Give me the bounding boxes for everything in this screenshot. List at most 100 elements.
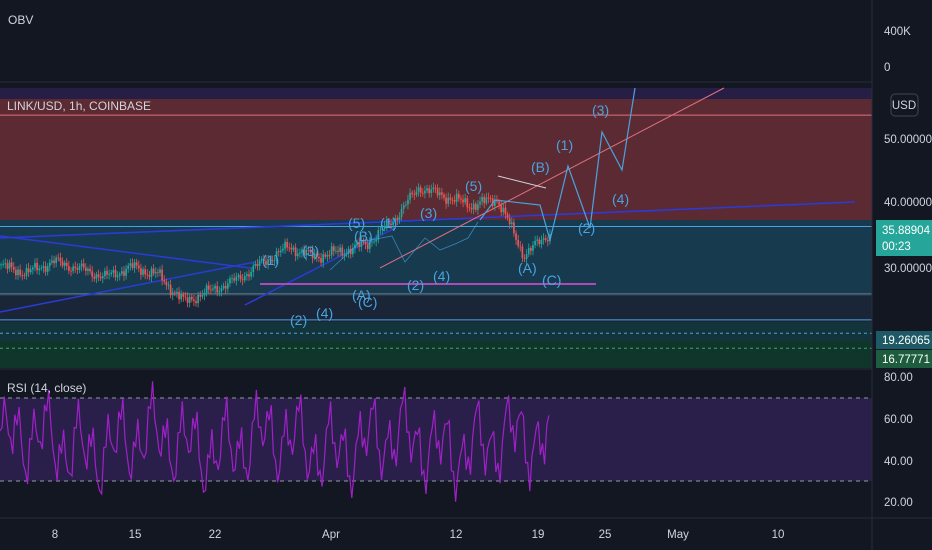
candle-body xyxy=(137,265,140,269)
candle-body xyxy=(237,275,240,277)
candle-body xyxy=(409,192,411,200)
candle-body xyxy=(269,259,272,261)
candle-body xyxy=(233,278,236,281)
candle-body xyxy=(417,187,420,192)
rsi-tick-40: 40.00 xyxy=(884,456,913,468)
currency-badge[interactable] xyxy=(890,93,919,117)
rsi-tick-20: 20.00 xyxy=(884,497,913,509)
candle-body xyxy=(190,296,193,300)
candle-body xyxy=(513,222,515,234)
candle-body xyxy=(396,218,399,221)
trendline-lower-left[interactable] xyxy=(0,261,256,313)
candle-body xyxy=(57,257,60,259)
last-price-value: 35.88904 xyxy=(882,225,931,237)
candle-body xyxy=(203,292,206,296)
candle-body xyxy=(173,292,176,294)
candle-body xyxy=(17,269,19,276)
candle-body xyxy=(284,241,286,249)
candle-body xyxy=(207,285,210,290)
candle-body xyxy=(6,263,9,269)
candle-body xyxy=(290,247,293,250)
trendline-rising[interactable] xyxy=(379,87,725,269)
candle-body xyxy=(214,285,216,289)
candle-body xyxy=(506,214,509,219)
candle-body xyxy=(301,249,303,253)
candle-body xyxy=(339,247,341,252)
time-tick-22: 22 xyxy=(209,529,222,541)
candle-body xyxy=(400,208,403,217)
candle-body xyxy=(218,291,221,293)
candle-body xyxy=(324,254,327,257)
price-axis[interactable]: USD 50.00000 40.00000 30.00000 35.88904 … xyxy=(876,93,932,368)
price-tick-40: 40.00000 xyxy=(884,197,932,209)
trendline-b-wave[interactable] xyxy=(497,175,547,189)
candle-body xyxy=(260,258,263,261)
candle-body xyxy=(265,261,267,265)
candle-body xyxy=(337,250,339,252)
candle-body xyxy=(133,262,136,268)
candle-body xyxy=(205,285,208,293)
time-tick-8: 8 xyxy=(52,529,58,541)
candle-body xyxy=(510,222,513,225)
candle-body xyxy=(464,198,467,203)
candle-body xyxy=(313,253,316,259)
candle-body xyxy=(48,262,51,267)
candle-body xyxy=(59,257,62,262)
candle-body xyxy=(472,203,475,210)
candle-body xyxy=(222,285,225,289)
candle-body xyxy=(332,246,335,252)
candle-body xyxy=(508,218,511,225)
candle-body xyxy=(246,274,248,276)
candle-body xyxy=(345,253,348,255)
candle-body xyxy=(95,274,98,279)
candle-body xyxy=(421,192,424,194)
wave-projection xyxy=(479,87,636,243)
candle-body xyxy=(542,238,545,240)
candle-body xyxy=(163,280,166,282)
time-axis[interactable]: 8 15 22 Apr 12 19 25 May 10 xyxy=(52,529,785,541)
candle-body xyxy=(140,268,142,275)
candle-body xyxy=(201,295,204,297)
candle-body xyxy=(358,241,361,247)
candle-body xyxy=(68,266,70,271)
obv-pane[interactable]: OBV 400K 0 xyxy=(8,13,911,74)
candle-body xyxy=(411,192,414,195)
candle-body xyxy=(129,263,132,266)
candle-body xyxy=(78,266,81,270)
wave-label-4: (4) xyxy=(316,305,333,321)
candle-body xyxy=(220,288,223,292)
candle-body xyxy=(326,255,329,257)
candle-body xyxy=(169,284,172,296)
candle-body xyxy=(373,241,375,243)
candle-body xyxy=(277,251,280,253)
candle-body xyxy=(19,269,21,275)
candle-body xyxy=(101,276,104,279)
candle-body xyxy=(271,260,274,261)
price-pane[interactable]: (1) (2) (3) (4) (5) (A) (B) (C) (1) (2) … xyxy=(0,87,872,368)
candle-body xyxy=(343,254,346,256)
trendline-upper-left[interactable] xyxy=(0,235,251,269)
candle-body xyxy=(390,223,392,226)
time-tick-19: 19 xyxy=(532,529,545,541)
level-tag-16 xyxy=(876,350,932,368)
fib-band-bottom xyxy=(0,322,872,341)
wave-label-2: (2) xyxy=(290,312,307,328)
rsi-pane[interactable]: RSI (14, close) 80.00 60.00 40.00 20.00 xyxy=(0,372,913,509)
obv-title: OBV xyxy=(8,13,33,27)
candle-body xyxy=(500,204,503,213)
candle-body xyxy=(449,197,452,200)
candle-body xyxy=(89,268,91,272)
rsi-line xyxy=(0,381,550,502)
candle-body xyxy=(392,221,394,226)
candle-body xyxy=(157,272,159,273)
candle-body xyxy=(84,267,87,271)
wave-label-3: (3) xyxy=(302,243,319,259)
wave-label-2-second: (2) xyxy=(407,277,424,293)
candle-body xyxy=(544,238,547,240)
candle-body xyxy=(335,250,337,252)
candle-body xyxy=(477,204,479,210)
trendline-main[interactable] xyxy=(0,201,856,239)
candle-body xyxy=(74,266,77,269)
candle-body xyxy=(523,257,526,259)
